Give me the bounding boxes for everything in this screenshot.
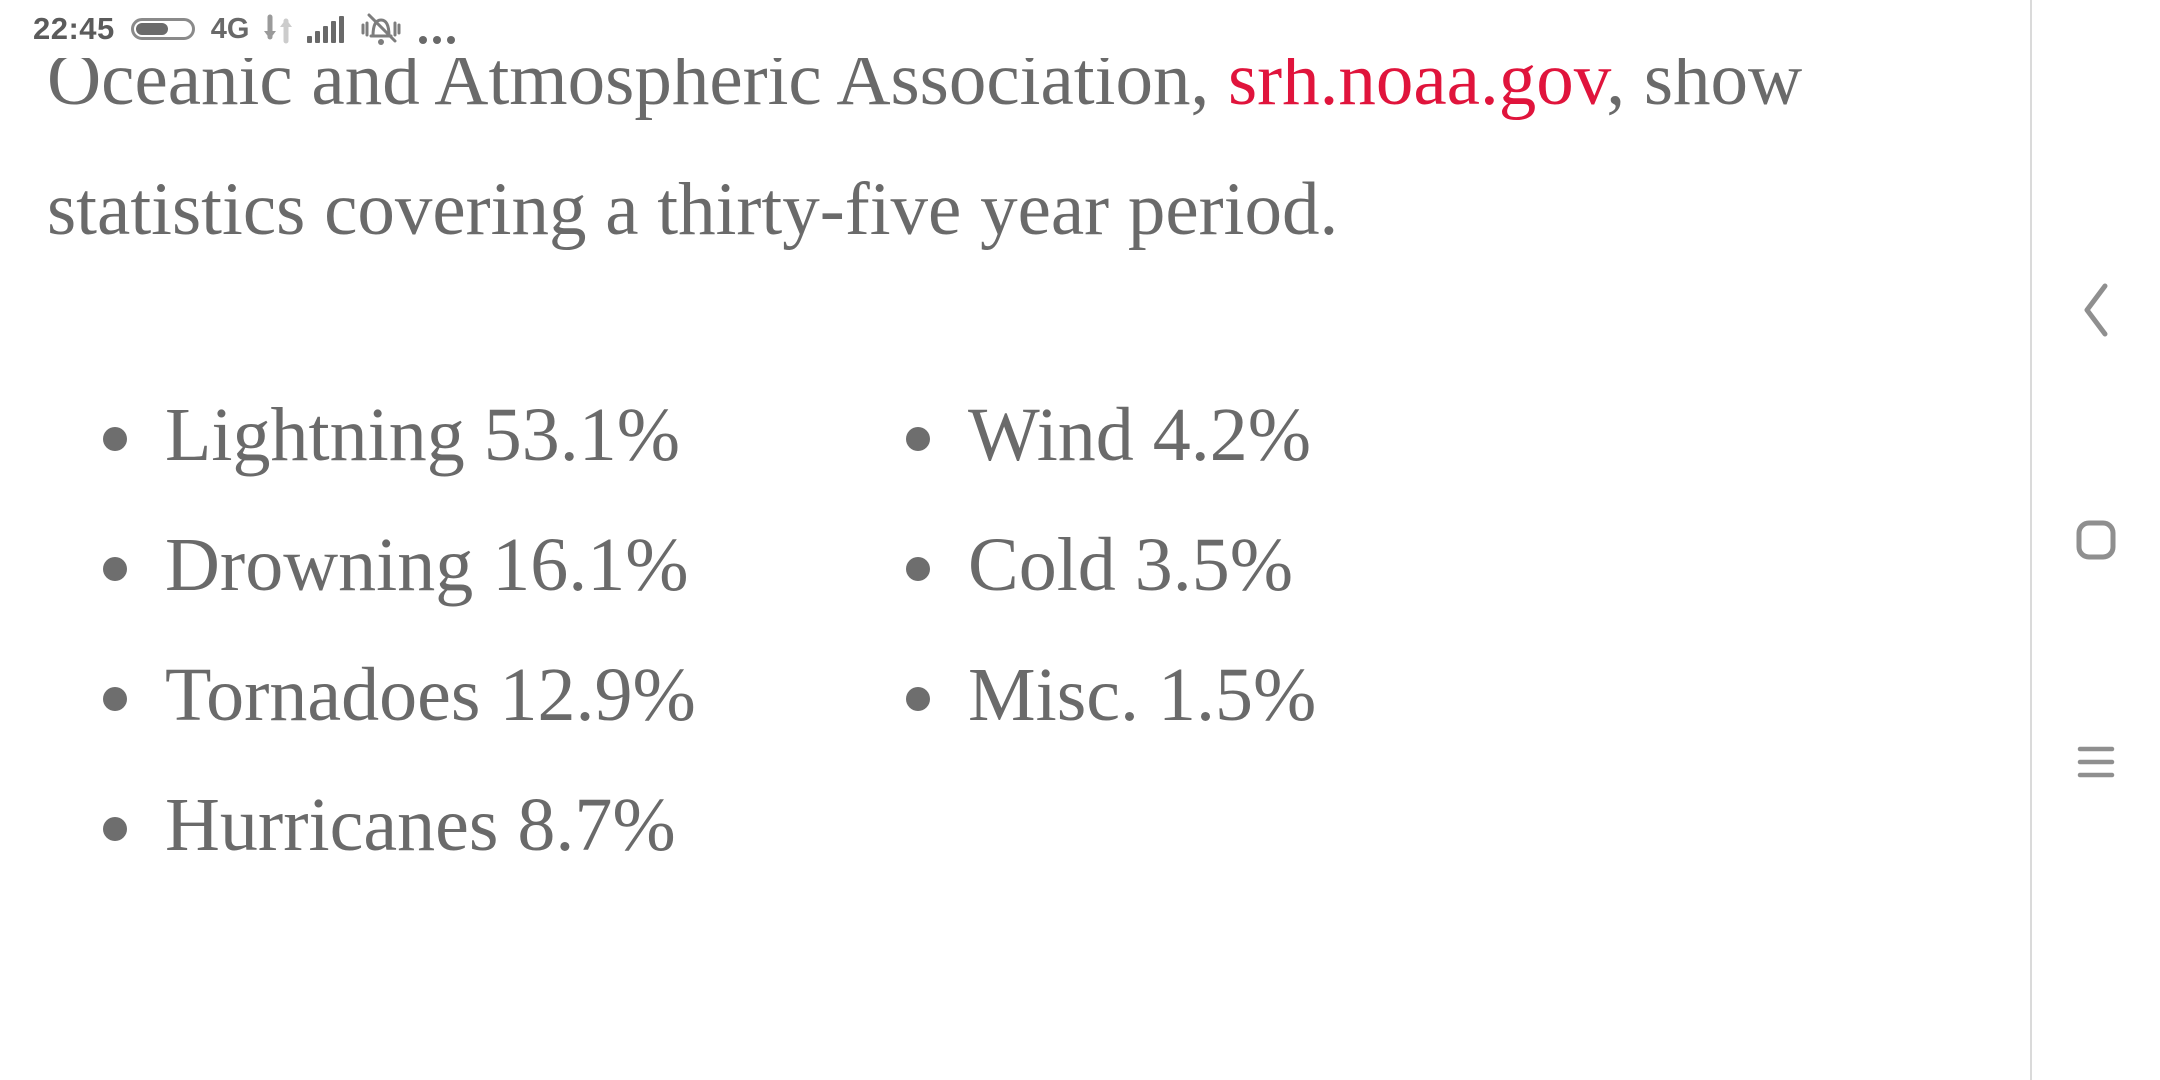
statistics-list-column-2: Wind 4.2% Cold 3.5% Misc. 1.5% [903,370,1316,760]
back-icon [2084,283,2108,337]
network-type-label: 4G [210,12,250,45]
status-bar: 22:45 4G [0,0,2028,58]
nav-bar-divider [2030,0,2032,1080]
statistics-list-column-1: Lightning 53.1% Drowning 16.1% Tornadoes… [100,370,696,890]
back-button[interactable] [2081,282,2111,338]
android-nav-bar [2032,0,2160,1080]
list-item: Wind 4.2% [903,370,1316,500]
home-button[interactable] [2076,520,2116,560]
more-icon [419,36,456,44]
signal-strength-icon [307,15,347,43]
recents-button[interactable] [2077,744,2115,780]
recents-icon [2077,746,2115,778]
list-item: Tornadoes 12.9% [100,630,696,760]
article-line-2: statistics covering a thirty-five year p… [47,168,1339,251]
list-item: Cold 3.5% [903,500,1316,630]
list-item: Hurricanes 8.7% [100,760,696,890]
battery-icon [130,18,195,40]
list-item: Drowning 16.1% [100,500,696,630]
data-arrows-icon [261,14,295,44]
battery-fill [135,23,168,35]
mute-vibrate-icon [359,12,403,46]
list-item: Lightning 53.1% [100,370,696,500]
clock-label: 22:45 [33,11,115,46]
list-item: Misc. 1.5% [903,630,1316,760]
home-icon [2076,520,2116,560]
